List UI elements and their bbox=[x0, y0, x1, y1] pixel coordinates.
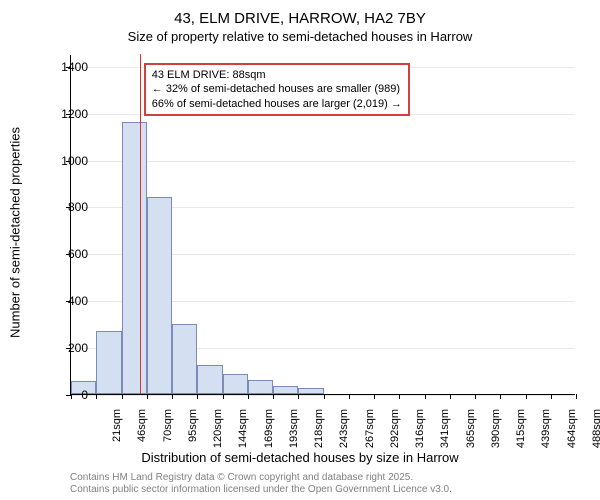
x-tick-mark bbox=[500, 394, 501, 399]
footer-line1: Contains HM Land Registry data © Crown c… bbox=[70, 472, 452, 484]
y-tick-label: 0 bbox=[38, 388, 88, 402]
x-tick-label: 95sqm bbox=[187, 409, 199, 459]
x-tick-mark bbox=[273, 394, 274, 399]
x-tick-mark bbox=[450, 394, 451, 399]
chart-title-line1: 43, ELM DRIVE, HARROW, HA2 7BY bbox=[0, 10, 600, 27]
y-tick-label: 1400 bbox=[38, 60, 88, 74]
x-tick-mark bbox=[147, 394, 148, 399]
y-tick-label: 600 bbox=[38, 247, 88, 261]
chart-title-line2: Size of property relative to semi-detach… bbox=[0, 29, 600, 44]
y-axis-label: Number of semi-detached properties bbox=[8, 127, 23, 338]
x-tick-label: 488sqm bbox=[591, 409, 600, 459]
footer-line2: Contains public sector information licen… bbox=[70, 484, 452, 496]
x-tick-label: 365sqm bbox=[465, 409, 477, 459]
x-tick-label: 439sqm bbox=[540, 409, 552, 459]
y-tick-label: 1000 bbox=[38, 154, 88, 168]
x-tick-label: 120sqm bbox=[212, 409, 224, 459]
x-tick-mark bbox=[425, 394, 426, 399]
plot-area: 43 ELM DRIVE: 88sqm ← 32% of semi-detach… bbox=[70, 55, 575, 395]
histogram-bar bbox=[298, 388, 323, 394]
x-axis-label: Distribution of semi-detached houses by … bbox=[0, 450, 600, 465]
x-tick-label: 316sqm bbox=[414, 409, 426, 459]
x-tick-mark bbox=[475, 394, 476, 399]
x-tick-label: 46sqm bbox=[136, 409, 148, 459]
annotation-box: 43 ELM DRIVE: 88sqm ← 32% of semi-detach… bbox=[144, 63, 410, 116]
x-tick-label: 218sqm bbox=[313, 409, 325, 459]
x-tick-mark bbox=[96, 394, 97, 399]
x-tick-mark bbox=[576, 394, 577, 399]
histogram-bar bbox=[147, 197, 172, 394]
y-tick-label: 200 bbox=[38, 341, 88, 355]
x-tick-mark bbox=[349, 394, 350, 399]
chart-container: 43, ELM DRIVE, HARROW, HA2 7BY Size of p… bbox=[0, 0, 600, 500]
x-tick-label: 464sqm bbox=[566, 409, 578, 459]
footer-text: Contains HM Land Registry data © Crown c… bbox=[70, 472, 452, 496]
x-tick-label: 70sqm bbox=[162, 409, 174, 459]
x-tick-mark bbox=[374, 394, 375, 399]
x-tick-mark bbox=[223, 394, 224, 399]
chart-title-block: 43, ELM DRIVE, HARROW, HA2 7BY Size of p… bbox=[0, 0, 600, 44]
x-tick-mark bbox=[122, 394, 123, 399]
histogram-bar bbox=[223, 374, 248, 394]
x-tick-mark bbox=[324, 394, 325, 399]
x-tick-label: 267sqm bbox=[364, 409, 376, 459]
histogram-bar bbox=[96, 331, 121, 394]
x-tick-label: 415sqm bbox=[515, 409, 527, 459]
x-tick-label: 144sqm bbox=[237, 409, 249, 459]
x-tick-label: 193sqm bbox=[288, 409, 300, 459]
y-tick-label: 1200 bbox=[38, 107, 88, 121]
x-tick-label: 390sqm bbox=[490, 409, 502, 459]
annotation-line1: 43 ELM DRIVE: 88sqm bbox=[152, 68, 402, 82]
x-tick-mark bbox=[197, 394, 198, 399]
histogram-bar bbox=[197, 365, 222, 394]
x-tick-mark bbox=[551, 394, 552, 399]
histogram-bar bbox=[172, 324, 197, 394]
x-tick-label: 341sqm bbox=[439, 409, 451, 459]
reference-line bbox=[140, 54, 141, 394]
histogram-bar bbox=[248, 380, 273, 394]
x-tick-label: 292sqm bbox=[389, 409, 401, 459]
x-tick-mark bbox=[172, 394, 173, 399]
x-tick-mark bbox=[399, 394, 400, 399]
x-tick-label: 169sqm bbox=[263, 409, 275, 459]
y-tick-label: 800 bbox=[38, 200, 88, 214]
x-tick-label: 243sqm bbox=[338, 409, 350, 459]
x-tick-mark bbox=[298, 394, 299, 399]
y-tick-label: 400 bbox=[38, 294, 88, 308]
histogram-bar bbox=[273, 386, 298, 394]
annotation-line2: ← 32% of semi-detached houses are smalle… bbox=[152, 82, 402, 96]
x-tick-mark bbox=[248, 394, 249, 399]
x-tick-mark bbox=[526, 394, 527, 399]
x-tick-label: 21sqm bbox=[111, 409, 123, 459]
annotation-line3: 66% of semi-detached houses are larger (… bbox=[152, 97, 402, 111]
histogram-bar bbox=[122, 122, 147, 394]
